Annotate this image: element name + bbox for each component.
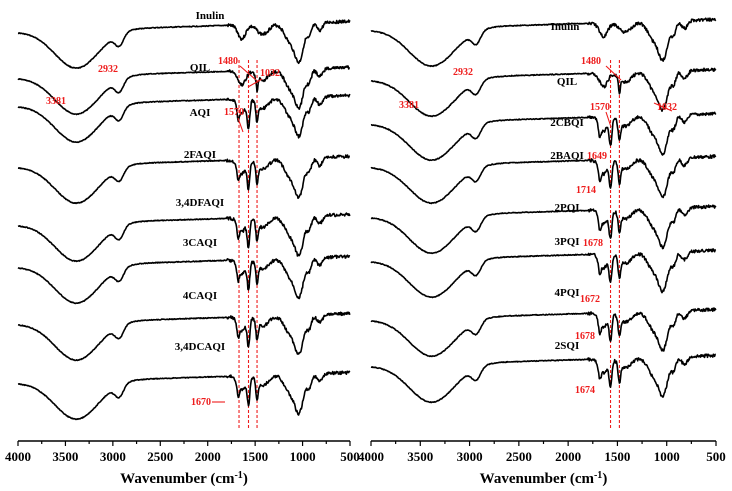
series-label: 3,4DCAQI xyxy=(175,341,225,353)
x-tick-label: 500 xyxy=(706,449,726,464)
peak-annotation: 3381 xyxy=(399,100,419,111)
x-tick-label: 2000 xyxy=(555,449,581,464)
series-label: 3PQI xyxy=(554,236,579,248)
spectrum-line xyxy=(17,93,351,144)
series-label: 4PQI xyxy=(554,287,579,299)
peak-annotation: 2932 xyxy=(453,67,473,78)
series-label: 2FAQI xyxy=(184,149,216,161)
peak-annotation: 1570 xyxy=(224,107,244,118)
series-label: Inulin xyxy=(551,21,580,33)
series-label: 2BAQI xyxy=(550,150,584,162)
peak-annotation: 2932 xyxy=(98,64,118,75)
x-tick-label: 4000 xyxy=(5,449,31,464)
x-tick-label: 4000 xyxy=(358,449,384,464)
series-label: 3CAQI xyxy=(183,237,217,249)
peak-annotation: 1678 xyxy=(583,238,603,249)
peak-annotation: 1032 xyxy=(657,102,677,113)
annotation-arrow xyxy=(237,117,244,133)
peak-annotation: 1032 xyxy=(260,68,280,79)
x-tick-label: 1000 xyxy=(290,449,316,464)
peak-annotation: 1480 xyxy=(581,56,601,67)
x-tick-label: 2000 xyxy=(195,449,221,464)
x-tick-label: 500 xyxy=(340,449,360,464)
right-panel: 4000 3500 3000 2500 2000 1500 1000 500 Wavenumbe… xyxy=(358,17,726,488)
x-axis-label: Wavenumber (cm-1) xyxy=(120,470,248,488)
x-tick-label: 3500 xyxy=(52,449,78,464)
x-tick-label: 2500 xyxy=(147,449,173,464)
peak-annotation: 1570 xyxy=(590,102,610,113)
spectrum-line xyxy=(370,67,717,118)
peak-annotation: 1714 xyxy=(576,185,596,196)
spectrum-line xyxy=(370,353,716,404)
peak-annotation: 1672 xyxy=(580,294,600,305)
series-label: 2SQI xyxy=(555,340,579,352)
spectrum-line xyxy=(17,19,351,69)
x-axis: 4000 3500 3000 2500 2000 1500 1000 500 Wavenumbe… xyxy=(358,440,726,488)
peak-annotation: 1649 xyxy=(587,151,607,162)
annotation-arrow xyxy=(605,65,622,81)
x-tick-label: 3000 xyxy=(100,449,126,464)
x-tick-label: 3500 xyxy=(407,449,433,464)
spectrum-line xyxy=(370,17,717,68)
series-label: QIL xyxy=(557,76,577,88)
series-label: AQI xyxy=(190,107,211,119)
spectrum-line xyxy=(17,65,350,116)
spectrum-line xyxy=(370,307,717,358)
annotation-arrow xyxy=(653,102,673,112)
series-label: Inulin xyxy=(196,10,225,22)
annotation-arrow xyxy=(239,65,257,81)
peak-annotation: 3381 xyxy=(46,96,66,107)
peak-annotation: 1670 xyxy=(191,397,211,408)
spectrum-line xyxy=(370,204,717,255)
series-label: QIL xyxy=(190,62,210,74)
x-tick-label: 3000 xyxy=(457,449,483,464)
spectrum-line xyxy=(370,248,717,299)
x-tick-label: 1500 xyxy=(242,449,268,464)
peak-annotation: 1480 xyxy=(218,56,238,67)
x-tick-label: 1000 xyxy=(654,449,680,464)
series-label: 2PQI xyxy=(554,202,579,214)
x-axis-label: Wavenumber (cm-1) xyxy=(480,470,608,488)
x-tick-label: 1500 xyxy=(604,449,630,464)
annotation-arrow xyxy=(605,111,612,128)
peak-annotation: 1678 xyxy=(575,331,595,342)
series-label: 3,4DFAQI xyxy=(176,197,224,209)
x-axis: 4000 3500 3000 2500 2000 1500 1000 500 Wavenumbe… xyxy=(5,440,360,488)
x-tick-label: 2500 xyxy=(506,449,532,464)
left-panel: 4000 3500 3000 2500 2000 1500 1000 500 Wavenumbe… xyxy=(5,10,360,487)
spectrum-line xyxy=(17,370,351,421)
spectrum-line xyxy=(17,212,351,263)
peak-annotation: 1674 xyxy=(575,385,595,396)
annotation-arrow xyxy=(247,78,263,88)
spectrum-line xyxy=(17,311,351,362)
series-label: 2CBQI xyxy=(550,117,584,129)
spectrum-line xyxy=(370,111,717,162)
spectrum-line xyxy=(17,154,351,205)
spectrum-line xyxy=(17,254,351,305)
spectrum-line xyxy=(370,154,717,205)
series-label: 4CAQI xyxy=(183,290,217,302)
